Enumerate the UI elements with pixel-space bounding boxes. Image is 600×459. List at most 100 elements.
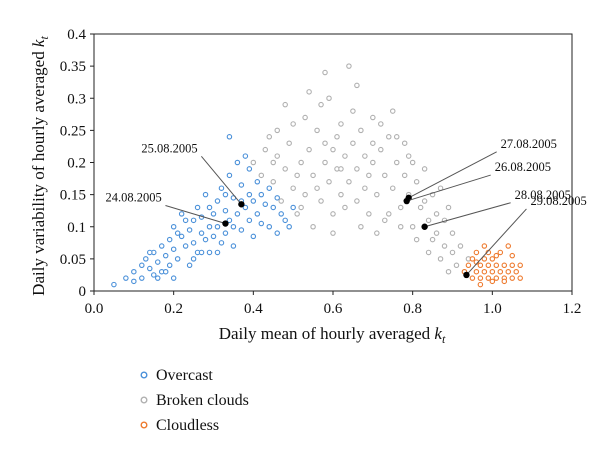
point-overcast bbox=[123, 275, 129, 281]
legend: Overcast Broken clouds Cloudless bbox=[140, 367, 249, 434]
highlight-point bbox=[463, 271, 470, 279]
point-overcast bbox=[242, 204, 249, 211]
point-broken-clouds bbox=[310, 172, 316, 179]
highlight-point bbox=[222, 220, 229, 227]
point-overcast bbox=[147, 265, 153, 272]
point-broken-clouds bbox=[374, 191, 380, 198]
point-broken-clouds bbox=[449, 230, 456, 236]
point-overcast bbox=[202, 191, 209, 198]
point-broken-clouds bbox=[417, 204, 424, 211]
annotation-label: 24.08.2005 bbox=[105, 191, 161, 205]
point-overcast bbox=[286, 224, 292, 230]
annotation-26.08.2005: 26.08.2005 bbox=[403, 160, 551, 205]
point-overcast bbox=[258, 191, 265, 198]
annotation-label: 28.08.2005 bbox=[515, 188, 571, 202]
point-overcast bbox=[174, 230, 181, 236]
y-tick-label: 0.1 bbox=[67, 220, 86, 236]
x-tick-label: 0.2 bbox=[164, 301, 183, 317]
point-overcast bbox=[182, 217, 189, 224]
legend-item: Overcast bbox=[140, 367, 213, 384]
x-tick-label: 0.4 bbox=[244, 301, 263, 317]
point-broken-clouds bbox=[382, 172, 388, 179]
point-overcast bbox=[131, 278, 137, 285]
point-broken-clouds bbox=[318, 101, 324, 108]
point-cloudless bbox=[509, 262, 515, 269]
point-cloudless bbox=[497, 249, 504, 256]
annotation-arrow bbox=[200, 155, 242, 205]
point-broken-clouds bbox=[437, 256, 444, 262]
point-cloudless bbox=[481, 243, 488, 249]
legend-label: Overcast bbox=[156, 367, 213, 384]
highlight-point bbox=[403, 197, 410, 205]
point-broken-clouds bbox=[350, 108, 356, 114]
point-overcast bbox=[139, 262, 145, 269]
point-overcast bbox=[258, 220, 265, 227]
point-overcast bbox=[166, 262, 173, 269]
x-tick-label: 1.0 bbox=[483, 301, 502, 317]
point-overcast bbox=[226, 172, 233, 179]
point-cloudless bbox=[517, 275, 523, 281]
point-broken-clouds bbox=[425, 217, 432, 224]
point-overcast bbox=[190, 217, 197, 224]
point-broken-clouds bbox=[346, 63, 352, 69]
point-overcast bbox=[250, 198, 257, 204]
point-cloudless bbox=[469, 256, 476, 262]
point-overcast bbox=[178, 233, 185, 240]
point-overcast bbox=[206, 204, 213, 211]
point-broken-clouds bbox=[354, 166, 360, 172]
point-overcast bbox=[246, 166, 253, 172]
annotation-arrow bbox=[466, 208, 527, 276]
point-broken-clouds bbox=[374, 230, 380, 236]
point-broken-clouds bbox=[413, 179, 420, 185]
point-overcast bbox=[214, 224, 221, 230]
point-overcast bbox=[139, 275, 145, 281]
point-broken-clouds bbox=[342, 153, 348, 159]
point-broken-clouds bbox=[362, 153, 368, 159]
annotation-24.08.2005: 24.08.2005 bbox=[105, 191, 229, 227]
point-cloudless bbox=[473, 268, 480, 275]
point-overcast bbox=[162, 252, 169, 259]
point-cloudless bbox=[489, 256, 496, 262]
point-overcast bbox=[182, 243, 189, 249]
point-broken-clouds bbox=[449, 249, 456, 256]
point-overcast bbox=[214, 198, 221, 204]
point-broken-clouds bbox=[354, 198, 360, 204]
point-broken-clouds bbox=[441, 243, 448, 249]
point-broken-clouds bbox=[393, 134, 400, 140]
point-cloudless bbox=[505, 243, 512, 249]
point-broken-clouds bbox=[314, 185, 320, 191]
point-cloudless bbox=[493, 252, 500, 259]
point-broken-clouds bbox=[346, 179, 352, 185]
point-broken-clouds bbox=[338, 166, 344, 172]
point-broken-clouds bbox=[270, 159, 276, 166]
point-broken-clouds bbox=[405, 153, 412, 159]
point-overcast bbox=[154, 275, 161, 281]
point-overcast bbox=[254, 211, 261, 217]
point-broken-clouds bbox=[401, 140, 408, 146]
x-tick-label: 0.6 bbox=[324, 301, 343, 317]
axes: 0.0 0.2 0.4 0.6 0.8 1.0 1.2 0 0.05 0.1 0.15 0.2 0.25… bbox=[60, 27, 582, 317]
point-broken-clouds bbox=[362, 185, 368, 191]
point-broken-clouds bbox=[306, 146, 312, 153]
point-broken-clouds bbox=[342, 204, 348, 211]
point-overcast bbox=[234, 211, 241, 217]
point-overcast bbox=[282, 217, 288, 224]
point-overcast bbox=[210, 233, 217, 240]
point-overcast bbox=[178, 211, 185, 217]
annotation-arrow bbox=[424, 202, 511, 228]
point-overcast bbox=[242, 153, 249, 159]
point-overcast bbox=[170, 224, 177, 230]
point-overcast bbox=[198, 230, 205, 236]
y-tick-label: 0.25 bbox=[60, 123, 86, 139]
point-overcast bbox=[250, 233, 257, 240]
legend-item: Cloudless bbox=[140, 417, 219, 434]
point-broken-clouds bbox=[278, 198, 284, 204]
point-broken-clouds bbox=[397, 224, 404, 230]
point-broken-clouds bbox=[290, 121, 296, 127]
point-broken-clouds bbox=[409, 224, 416, 230]
point-broken-clouds bbox=[401, 172, 408, 179]
point-overcast bbox=[190, 256, 197, 262]
point-overcast bbox=[218, 185, 225, 191]
point-broken-clouds bbox=[378, 146, 384, 153]
